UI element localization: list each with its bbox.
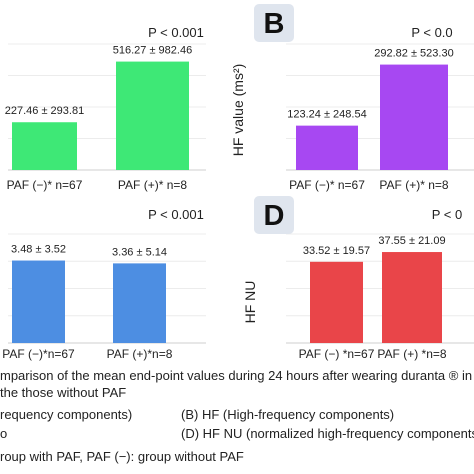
bar (12, 260, 65, 343)
bar-value-label: 292.82 ± 523.30 (374, 48, 453, 60)
bar-value-label: 37.55 ± 21.09 (378, 235, 445, 247)
y-axis-label: HF NU (242, 281, 258, 324)
category-label: PAF (+)* n=8 (118, 178, 187, 192)
caption-line-1: mparison of the mean end-point values du… (0, 368, 474, 383)
category-label: PAF (−) *n=67 (299, 347, 375, 361)
category-label: PAF (+) *n=8 (377, 347, 446, 361)
caption-item-a: requency components) (0, 407, 133, 422)
caption-item-c: o (0, 426, 8, 441)
category-label: PAF (+)*n=8 (107, 347, 173, 361)
caption-footnote: roup with PAF, PAF (−): group without PA… (0, 449, 244, 464)
p-value-label: P < 0.001 (148, 207, 204, 222)
bar-value-label: 227.46 ± 293.81 (5, 105, 84, 117)
bar-value-label: 123.24 ± 248.54 (287, 109, 366, 121)
bar-value-label: 516.27 ± 982.46 (113, 45, 192, 57)
bar (310, 261, 363, 343)
category-label: PAF (−)* n=67 (289, 178, 365, 192)
panel-badge (254, 4, 294, 42)
bar (113, 263, 166, 343)
y-axis-label: HF value (ms²) (230, 64, 246, 157)
category-label: PAF (−)*n=67 (2, 347, 75, 361)
panel-letter: B (264, 8, 285, 40)
bar-value-label: 3.48 ± 3.52 (11, 244, 66, 256)
bar (116, 61, 189, 171)
p-value-label: P < 0.001 (148, 25, 204, 40)
bar-value-label: 33.52 ± 19.57 (303, 245, 370, 257)
panel-badge (254, 196, 294, 234)
category-label: PAF (−)* n=67 (7, 178, 83, 192)
bar (296, 125, 358, 170)
bar (380, 64, 448, 170)
p-value-label: P < 0.0 (411, 25, 452, 40)
caption-line-2: the those without PAF (0, 385, 127, 400)
caption-item-b: (B) HF (High-frequency components) (181, 407, 395, 422)
p-value-label: P < 0 (432, 207, 462, 222)
category-label: PAF (+)* n=8 (379, 178, 448, 192)
caption-item-d: (D) HF NU (normalized high-frequency com… (181, 426, 474, 441)
bar (382, 252, 442, 343)
panel-letter: D (264, 200, 285, 232)
bar (12, 122, 77, 170)
bar-value-label: 3.36 ± 5.14 (112, 246, 167, 258)
